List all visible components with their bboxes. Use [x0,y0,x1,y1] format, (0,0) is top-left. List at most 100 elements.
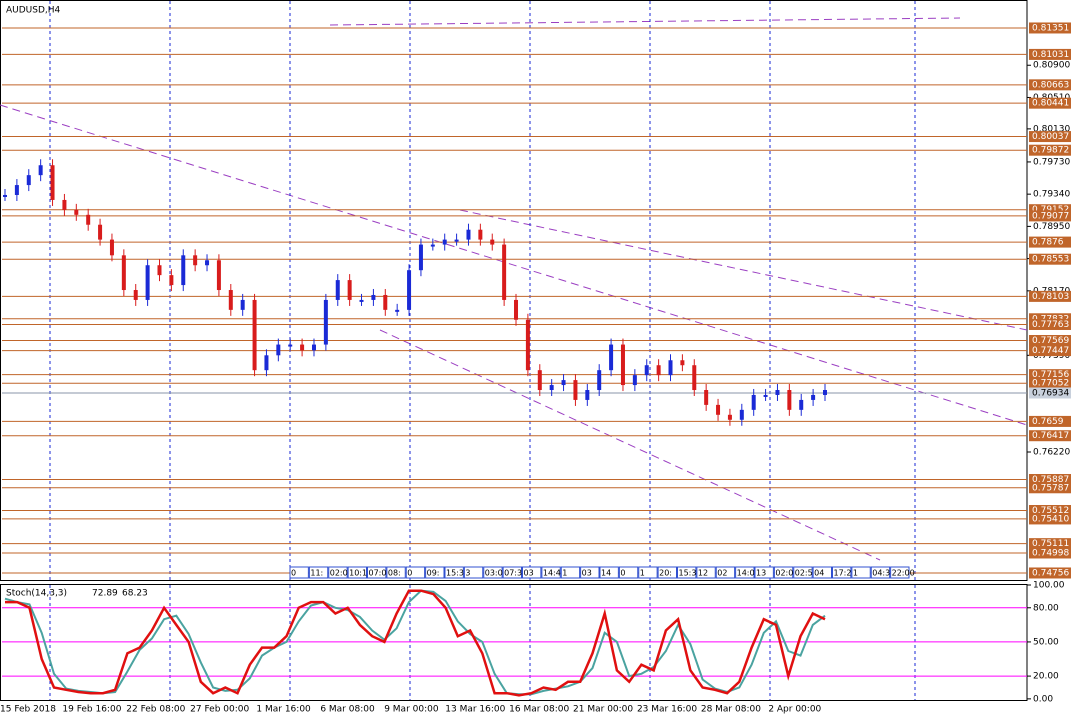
level-label: 0.81031 [1032,50,1069,60]
candle [454,239,459,242]
candle [561,380,566,386]
candle [86,214,91,225]
level-label: 0.79872 [1032,146,1069,156]
level-label: 0.79077 [1032,211,1069,221]
candle [585,390,590,400]
time-label: 14:45 [543,569,566,578]
candle [597,370,602,391]
candle [525,319,530,371]
time-label: 12 [698,569,708,578]
time-label-box [580,566,600,579]
level-label: 0.7659 [1032,417,1064,427]
time-label: 02:0 [775,569,793,578]
time-label: 15:30 [446,569,469,578]
candle [644,365,649,376]
candle [620,344,625,386]
time-label-box [289,566,309,579]
time-label: 11: [310,569,323,578]
time-label: 07:0 [369,569,387,578]
level-box [1029,415,1071,427]
time-label: 13 [756,569,766,578]
time-label: 07:3 [504,569,522,578]
candle [216,260,221,291]
time-label: 0 [620,569,625,578]
level-box [1029,22,1071,34]
time-label-box [715,566,736,579]
candle [537,370,542,391]
time-label-box [851,566,871,579]
candle [680,360,685,366]
price-panel [0,0,1028,581]
time-label: 14 [601,569,611,578]
stoch-line [4,589,826,696]
candle [288,344,293,347]
level-label: 0.77569 [1032,336,1069,346]
x-tick-label: 16 Mar 08:00 [509,705,569,715]
time-label: 0 [291,569,296,578]
level-box [1029,210,1071,222]
time-label-box [425,566,445,579]
readout: 68.23 [122,589,148,599]
candle [514,299,519,320]
indicator-title: Stoch(14,3,3) [6,589,67,599]
candle [656,365,661,376]
candle [692,365,697,391]
candle [228,290,233,310]
level-box [1029,474,1071,486]
level-label: 0.7876 [1032,238,1064,248]
time-label-box [618,566,639,579]
level-label: 0.77447 [1032,346,1069,356]
candle [704,390,709,405]
time-label-box [386,566,406,579]
time-label-box [541,566,561,579]
time-label: 03:00 [485,569,508,578]
time-label-box [463,566,484,579]
y-tick-label: 0.78950 [1033,222,1070,232]
time-label-box [657,566,677,579]
time-label: 04:30 [872,569,895,578]
time-label: 14:00 [737,569,760,578]
candle [121,255,126,291]
level-label: 0.79152 [1032,205,1069,215]
candle [26,175,31,186]
level-label: 0.75787 [1032,483,1069,493]
candle [775,390,780,395]
y-tick-label: 0.79730 [1033,157,1070,167]
time-label-box [696,566,716,579]
candle [62,199,67,210]
time-label-box [890,566,910,579]
candle [418,244,423,271]
candle [98,224,103,240]
level-box [1029,335,1071,347]
level-box [1029,567,1071,579]
y-tick-label: 0.80900 [1033,61,1070,71]
level-box [1029,538,1071,550]
candle [193,255,198,266]
candle [609,344,614,371]
candle [14,185,19,195]
candle [133,290,138,300]
level-label: 0.76417 [1032,431,1069,441]
level-label: 0.75512 [1032,506,1069,516]
level-label: 0.74998 [1032,548,1069,558]
time-label: 03 [582,569,592,578]
chart-title: AUDUSD,H4 [6,6,61,16]
x-tick-label: 21 Mar 00:00 [573,705,633,715]
level-label: 0.77156 [1032,370,1069,380]
y-tick-label: 100.00 [1033,581,1065,591]
candle [478,229,483,240]
level-label: 0.81351 [1032,23,1069,33]
candle [3,194,7,197]
candle [430,244,435,247]
candle [787,390,792,410]
time-label-box [367,566,387,579]
candle [632,375,637,386]
x-tick-label: 15 Feb 2018 [0,705,56,715]
x-tick-label: 27 Feb 00:00 [190,705,249,715]
candle [727,414,732,420]
candle [276,344,281,356]
level-box [1029,345,1071,357]
time-label: 1 [562,569,567,578]
time-label: 10:1 [349,569,367,578]
